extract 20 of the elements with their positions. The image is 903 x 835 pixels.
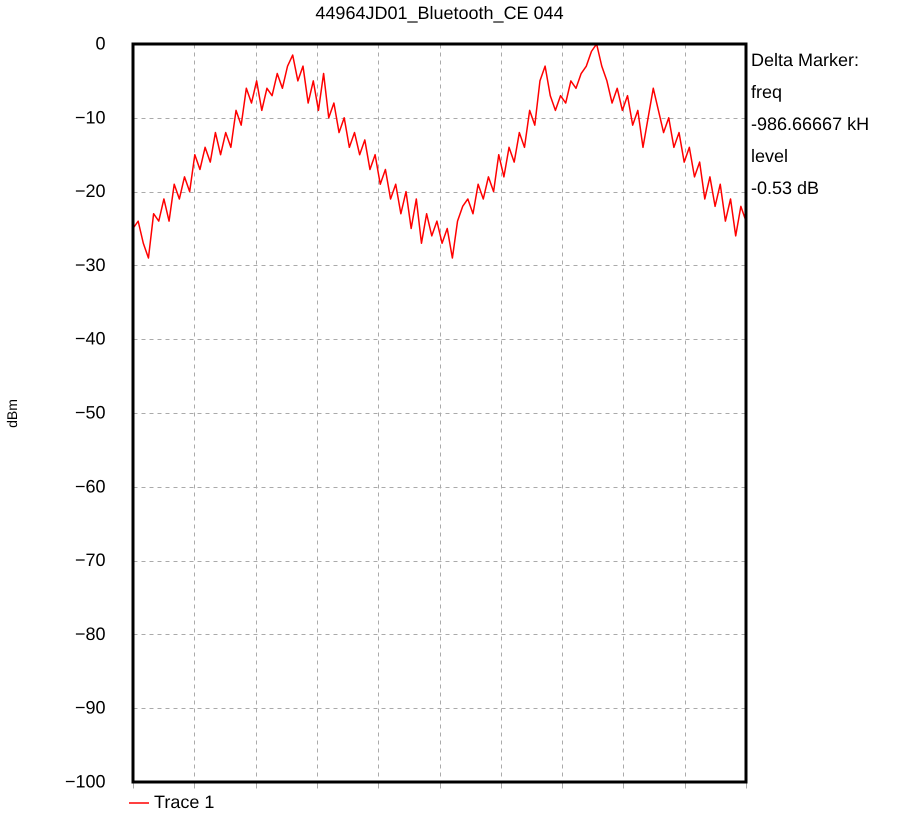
y-axis-title: dBm bbox=[4, 399, 20, 428]
y-tick-label: −50 bbox=[74, 402, 106, 422]
legend-label: Trace 1 bbox=[154, 792, 214, 812]
y-tick-label: −80 bbox=[74, 624, 106, 644]
text: -986.66667 kH bbox=[751, 114, 870, 134]
y-tick-label: −40 bbox=[74, 328, 106, 349]
text: level bbox=[751, 146, 788, 166]
y-tick-label: 0 bbox=[95, 34, 106, 54]
text: Delta Marker: bbox=[751, 50, 860, 70]
y-tick-label: −30 bbox=[74, 254, 106, 275]
y-tick-label: −90 bbox=[74, 698, 106, 718]
line-series bbox=[133, 44, 746, 259]
chart-title: 44964JD01_Bluetooth_CE 044 bbox=[315, 3, 564, 23]
text: freq bbox=[751, 82, 782, 102]
y-tick-label: −10 bbox=[74, 107, 106, 128]
y-tick-label: −60 bbox=[74, 476, 106, 496]
y-tick-label: −100 bbox=[64, 772, 106, 792]
text: -0.53 dB bbox=[751, 178, 820, 198]
y-tick-label: −20 bbox=[74, 181, 106, 202]
y-tick-label: −70 bbox=[74, 550, 106, 570]
